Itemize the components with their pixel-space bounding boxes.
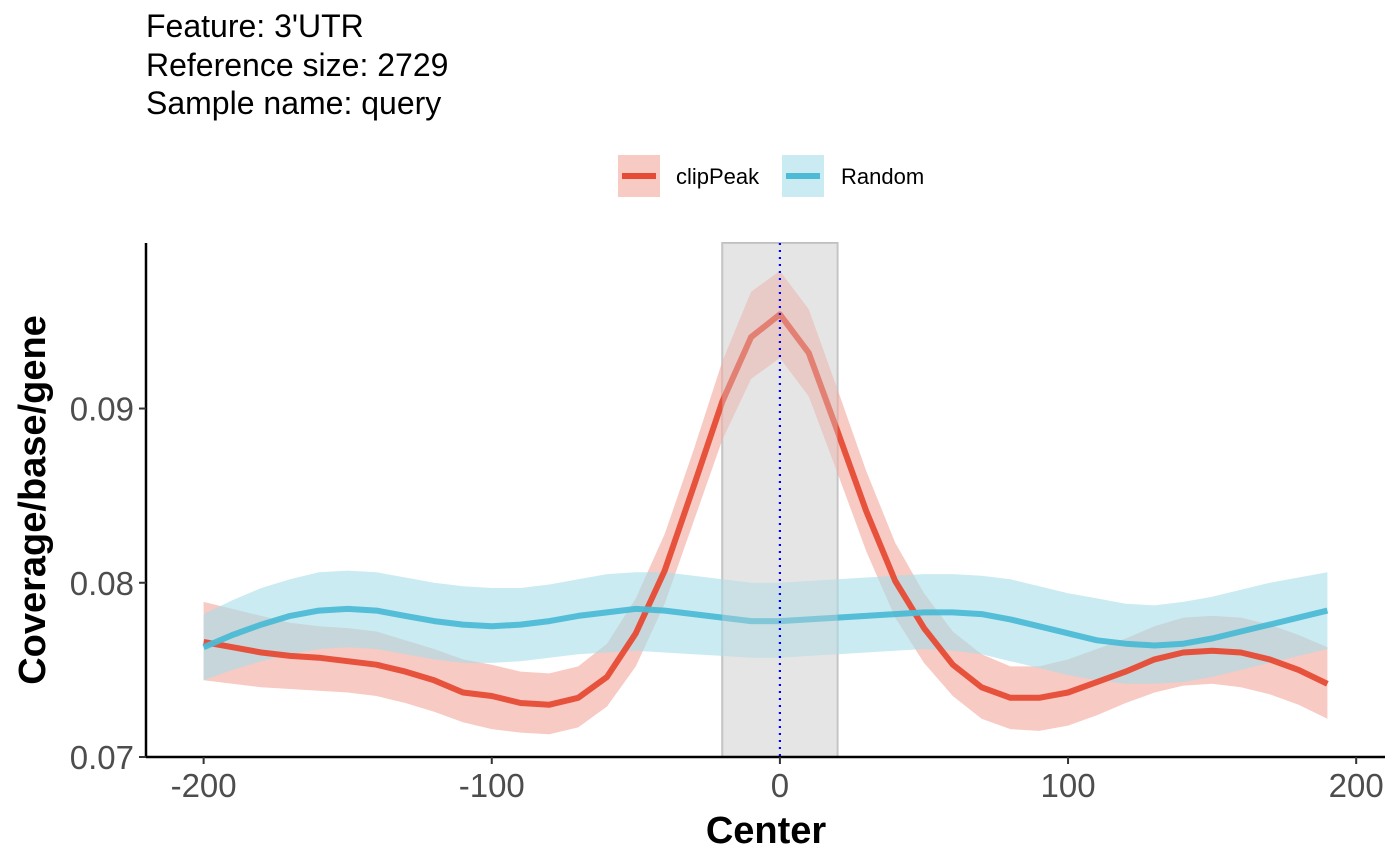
- legend-label-clippeak: clipPeak: [676, 164, 760, 189]
- title-reference-size: Reference size: 2729: [146, 47, 449, 83]
- x-tick-label: 0: [771, 767, 789, 804]
- legend-keys: [618, 155, 824, 197]
- series-line-clippeak: [203, 311, 1329, 708]
- title-sample-name: Sample name: query: [146, 85, 442, 121]
- x-tick-label: -200: [171, 767, 237, 804]
- ribbon-clippeak: [203, 270, 1328, 735]
- x-axis-title: Center: [706, 810, 827, 852]
- ribbon-layer: [203, 270, 1328, 735]
- y-tick-label: 0.09: [70, 391, 134, 428]
- y-axis-title: Coverage/base/gene: [12, 315, 54, 685]
- y-tick-label: 0.07: [70, 739, 134, 776]
- series-line-random: [202, 605, 1329, 650]
- x-tick-label: 100: [1041, 767, 1096, 804]
- x-tick-label: 200: [1329, 767, 1384, 804]
- y-tick-label: 0.08: [70, 565, 134, 602]
- legend-label-random: Random: [841, 164, 925, 189]
- title-feature: Feature: 3'UTR: [146, 8, 364, 44]
- ribbon-random: [203, 570, 1328, 684]
- axis-layer: -200 -100 0 100 200 0.07 0.08 0.09: [70, 243, 1385, 804]
- x-tick-label: -100: [459, 767, 525, 804]
